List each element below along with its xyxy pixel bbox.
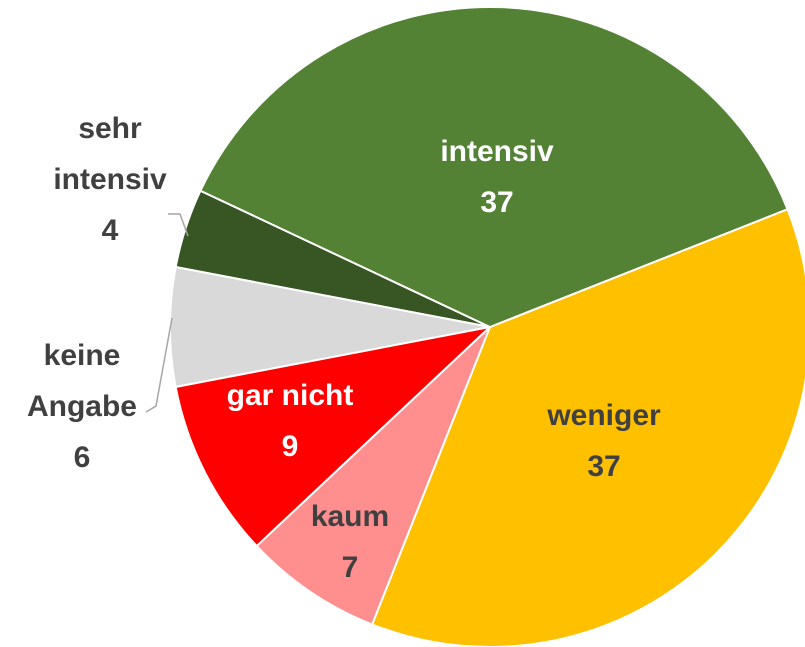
slice-value: 37 — [480, 186, 513, 219]
slice-label: weniger — [546, 399, 661, 432]
slice-value: 7 — [342, 551, 359, 584]
pie-slice — [255, 326, 491, 626]
pie-slice — [199, 6, 789, 329]
pie-slice — [174, 325, 494, 548]
slice-value: 6 — [74, 441, 91, 474]
leader-line — [168, 213, 189, 237]
slice-label: sehr intensiv — [53, 112, 167, 196]
slice-value: 4 — [102, 214, 119, 247]
slice-label: intensiv — [440, 135, 554, 168]
slice-value: 9 — [282, 430, 299, 463]
slice-label: keine Angabe — [27, 339, 137, 423]
slice-label: kaum — [311, 500, 389, 533]
slice-value: 37 — [587, 450, 620, 483]
slice-label: gar nicht — [227, 379, 354, 412]
leader-line — [145, 317, 173, 413]
